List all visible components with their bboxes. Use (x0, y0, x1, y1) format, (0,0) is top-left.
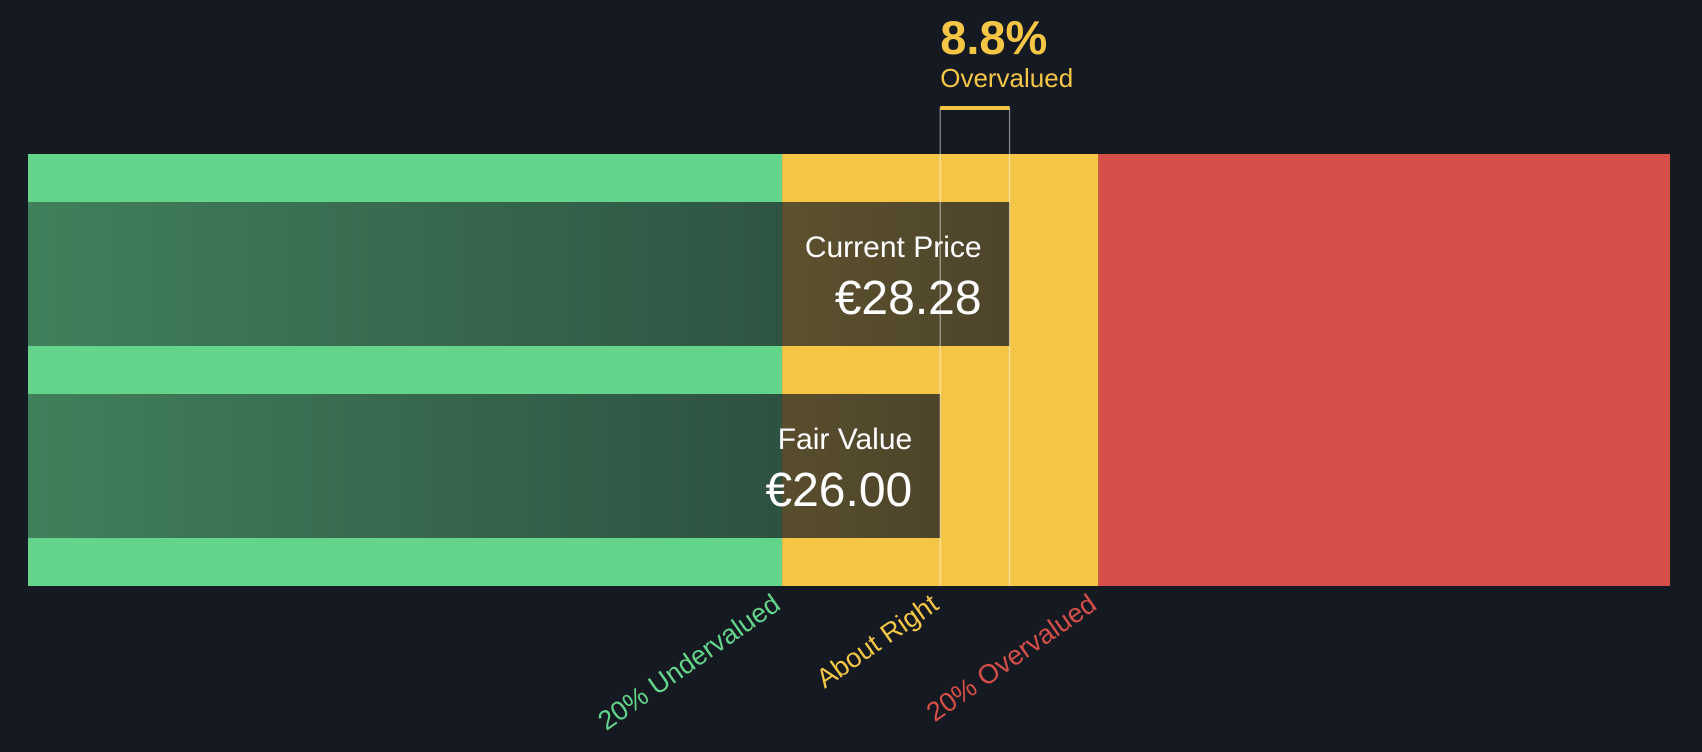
difference-value: 8.8% (940, 11, 1047, 64)
bar-value: €26.00 (765, 464, 912, 517)
difference-bracket (940, 106, 1010, 110)
zone-label: 20% Undervalued (593, 588, 786, 736)
bar-name: Current Price (805, 231, 982, 264)
bar (28, 394, 941, 538)
bar (28, 202, 1010, 346)
bar-name: Fair Value (778, 423, 913, 456)
zone-label: About Right (811, 588, 944, 694)
zone-label: 20% Overvalued (921, 588, 1102, 727)
difference-text: Overvalued (940, 63, 1073, 93)
bar-value: €28.28 (835, 272, 982, 325)
zone (1098, 154, 1670, 586)
